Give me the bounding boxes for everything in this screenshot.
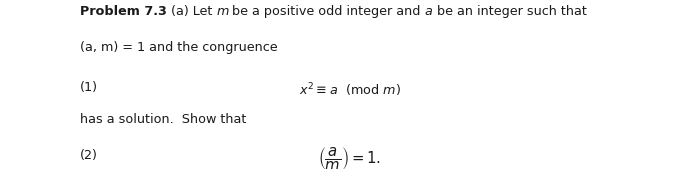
Text: (a) Let: (a) Let [167, 5, 216, 18]
Text: a: a [425, 5, 433, 18]
Text: $x^2 \equiv a\ \ (\mathrm{mod}\ m)$: $x^2 \equiv a\ \ (\mathrm{mod}\ m)$ [299, 81, 401, 99]
Text: has a solution.  Show that: has a solution. Show that [80, 113, 246, 126]
Text: (a, m) = 1 and the congruence: (a, m) = 1 and the congruence [80, 41, 277, 54]
Text: be an integer such that: be an integer such that [433, 5, 587, 18]
Text: m: m [216, 5, 228, 18]
Text: (2): (2) [80, 149, 98, 162]
Text: be a positive odd integer and: be a positive odd integer and [228, 5, 425, 18]
Text: (1): (1) [80, 81, 98, 94]
Text: $\left(\dfrac{a}{m}\right) = 1.$: $\left(\dfrac{a}{m}\right) = 1.$ [318, 145, 382, 169]
Text: Problem 7.3: Problem 7.3 [80, 5, 167, 18]
